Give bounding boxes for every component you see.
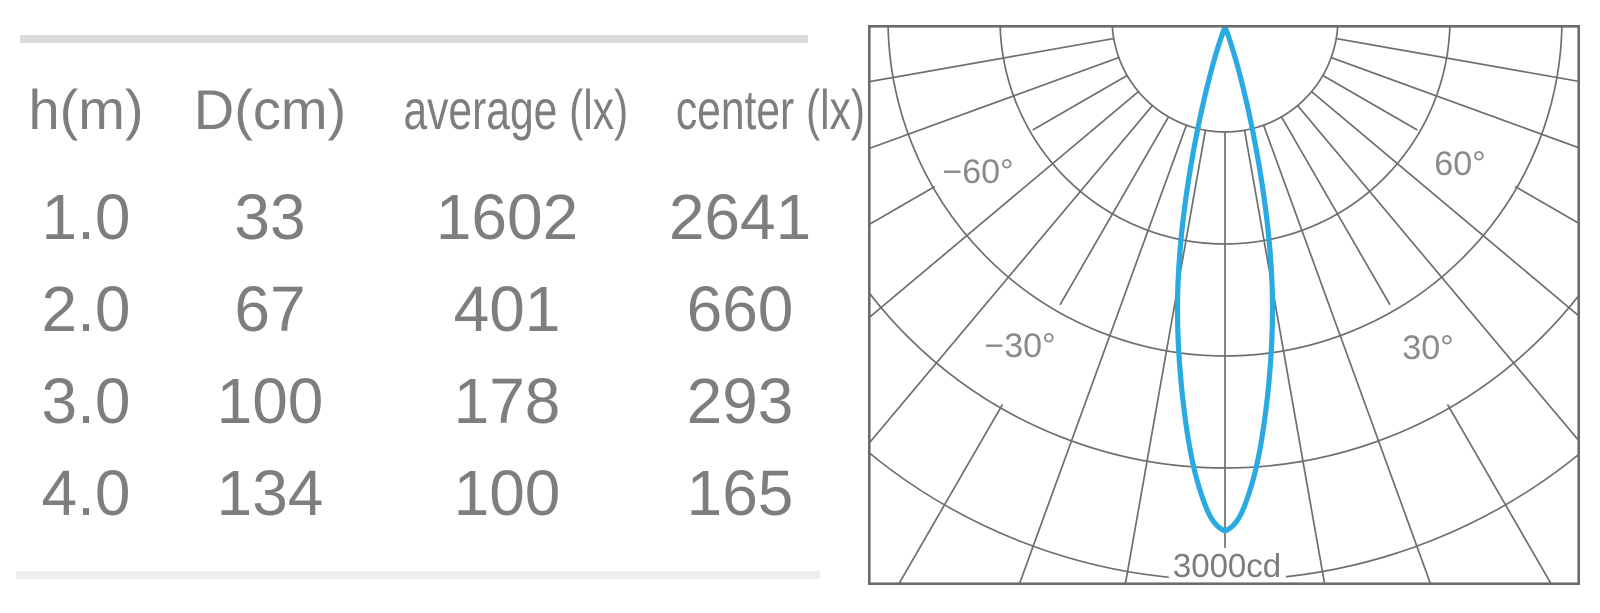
angle-line-n20 [1018, 124, 1188, 585]
table-cell: 4.0 [41, 457, 131, 529]
angle-line-n60-inner [1032, 74, 1128, 131]
angle-line-n30-inner [1059, 116, 1170, 306]
table-cell: 401 [453, 273, 561, 345]
angle-line-p20 [1262, 124, 1432, 585]
table-row: 1.0 33 1602 2641 [0, 182, 834, 252]
column-header: center (lx) [646, 76, 865, 144]
table-row: 2.0 67 401 660 [0, 274, 834, 344]
table-cell: 67 [234, 273, 306, 345]
angle-line-p70 [1330, 56, 1580, 150]
column-header: average (lx) [368, 76, 646, 144]
table-row: 4.0 134 100 165 [0, 458, 834, 528]
angle-line-p80 [1336, 37, 1580, 83]
table-cell: 165 [686, 457, 794, 529]
table-cell: 660 [686, 273, 794, 345]
column-header: D(cm) [193, 78, 347, 141]
candela-max-label: 3000cd [1173, 547, 1281, 584]
angle-line-n60-outer [868, 185, 936, 227]
angle-line-p60-outer [1514, 185, 1580, 225]
table-cell: 1.0 [41, 181, 131, 253]
angle-line-n70 [868, 56, 1120, 150]
angle-label-pos60: 60° [1434, 145, 1485, 183]
table-cell: 100 [216, 365, 324, 437]
angle-line-n30-outer [897, 403, 1004, 585]
table-cell: 33 [234, 181, 306, 253]
polar-grid [868, 25, 1580, 585]
angle-label-neg60: −60° [942, 153, 1013, 191]
table-cell: 2.0 [41, 273, 131, 345]
chart-border [868, 25, 1580, 585]
table-cell: 2641 [668, 181, 812, 253]
angle-line-p30-outer [1446, 403, 1553, 585]
angle-label-pos30: 30° [1402, 329, 1453, 367]
table-cell: 100 [453, 457, 561, 529]
angle-line-p50 [1311, 90, 1580, 318]
candela-arc-600cd [1111, 25, 1339, 133]
angle-line-n10 [1124, 130, 1207, 585]
column-header-label: average (lx) [403, 78, 629, 141]
table-row: 3.0 100 178 293 [0, 366, 834, 436]
angle-line-p30-inner [1280, 116, 1391, 306]
table-cell: 178 [453, 365, 561, 437]
table-bottom-divider [16, 571, 820, 579]
angle-line-p60-inner [1322, 74, 1418, 131]
angle-line-p40 [1296, 105, 1580, 444]
angle-line-n50 [868, 90, 1139, 320]
table-top-divider [20, 35, 808, 43]
beam-curve [1174, 25, 1276, 534]
angle-line-n80 [868, 37, 1114, 83]
angle-line-p10 [1243, 130, 1326, 585]
polar-intensity-chart: −60° 60° −30° 30° 3000cd [868, 25, 1580, 585]
table-cell: 3.0 [41, 365, 131, 437]
candela-arc-3000cd [868, 450, 1580, 581]
angle-label-neg30: −30° [984, 327, 1055, 365]
table-cell: 293 [686, 365, 794, 437]
table-header-row: h(m) D(cm) average (lx) center (lx) [0, 76, 865, 144]
angle-line-n40 [868, 105, 1154, 446]
table-cell: 134 [216, 457, 324, 529]
table-cell: 1602 [435, 181, 579, 253]
column-header-label: center (lx) [675, 78, 866, 141]
column-header: h(m) [28, 78, 144, 141]
